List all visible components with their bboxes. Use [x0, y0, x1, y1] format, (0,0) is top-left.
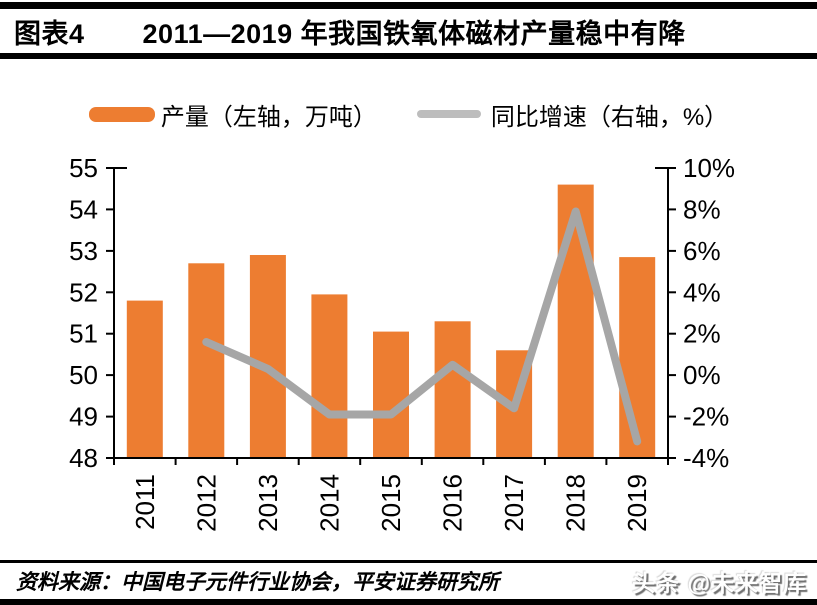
- right-tick-label: -2%: [683, 402, 729, 432]
- footer: 资料来源：中国电子元件行业协会，平安证券研究所 头条 @未来智库: [0, 563, 817, 599]
- x-tick-label-2018: 2018: [561, 474, 591, 532]
- right-tick-label: -4%: [683, 443, 729, 473]
- x-tick-label-2013: 2013: [253, 474, 283, 532]
- source-text: 资料来源：中国电子元件行业协会，平安证券研究所: [16, 571, 499, 594]
- bar-2018: [557, 184, 594, 458]
- right-tick-label: 2%: [683, 319, 721, 349]
- x-tick-label-2015: 2015: [376, 474, 406, 532]
- bottom-rule: [0, 599, 817, 605]
- bar-2014: [311, 294, 348, 458]
- growth-line: [202, 207, 642, 446]
- right-tick-label: 6%: [683, 236, 721, 266]
- figure-label: 图表4: [14, 18, 85, 49]
- bar-2015: [373, 331, 409, 458]
- left-tick-label: 51: [69, 319, 98, 349]
- left-tick-label: 48: [69, 443, 98, 473]
- bar-2019: [619, 257, 656, 458]
- left-tick-label: 53: [69, 236, 98, 266]
- legend-item-growth: 同比增速（右轴，%）: [391, 97, 728, 132]
- x-tick-label-2017: 2017: [499, 474, 529, 532]
- growth-line-swatch-icon: [416, 110, 481, 118]
- title-rule: [0, 53, 817, 59]
- legend-label-production: 产量（左轴，万吨）: [160, 103, 377, 131]
- bar-2013: [249, 255, 286, 458]
- x-tick-label-2016: 2016: [438, 474, 468, 532]
- x-tick-label-2019: 2019: [622, 474, 652, 532]
- left-tick-label: 49: [69, 402, 98, 432]
- legend-label-growth: 同比增速（右轴，%）: [490, 103, 729, 131]
- bars-series: [126, 184, 656, 458]
- left-tick-label: 54: [69, 194, 98, 224]
- legend-item-production: 产量（左轴，万吨）: [88, 97, 377, 132]
- x-tick-label-2014: 2014: [314, 474, 344, 532]
- figure-title: 2011—2019 年我国铁氧体磁材产量稳中有降: [142, 18, 686, 49]
- right-tick-label: 8%: [683, 194, 721, 224]
- right-tick-label: 4%: [683, 277, 721, 307]
- bar-2016: [434, 321, 471, 458]
- watermark: 头条 @未来智库: [632, 570, 807, 596]
- left-axis-labels: 55 54 53 52 51 50 49 48: [69, 153, 114, 473]
- bar-2012: [188, 263, 225, 458]
- chart-legend: 产量（左轴，万吨） 同比增速（右轴，%）: [0, 97, 817, 131]
- top-rule: [0, 2, 817, 9]
- right-tick-label: 0%: [683, 360, 721, 390]
- figure-header: 图表4 2011—2019 年我国铁氧体磁材产量稳中有降: [0, 9, 817, 53]
- left-tick-label: 50: [69, 360, 98, 390]
- left-tick-label: 52: [69, 277, 98, 307]
- right-axis-labels: 10% 8% 6% 4% 2% 0% -2% -4%: [668, 153, 735, 473]
- x-tick-label-2012: 2012: [191, 474, 221, 532]
- left-tick-label: 55: [69, 153, 98, 183]
- bar-2011: [126, 300, 163, 458]
- footer-rule: [0, 560, 817, 563]
- x-axis-labels: 2011 2012 2013 2014 2015 2016 2017 2018 2019: [130, 474, 652, 532]
- axes: [113, 167, 669, 465]
- chart-canvas: 55 54 53 52 51 50 49 48 10% 8% 6% 4% 2% 0% -2% -4% 2011 2…: [0, 143, 817, 555]
- production-bar-swatch-icon: [88, 106, 155, 122]
- right-tick-label: 10%: [683, 153, 735, 183]
- x-tick-label-2011: 2011: [130, 474, 160, 530]
